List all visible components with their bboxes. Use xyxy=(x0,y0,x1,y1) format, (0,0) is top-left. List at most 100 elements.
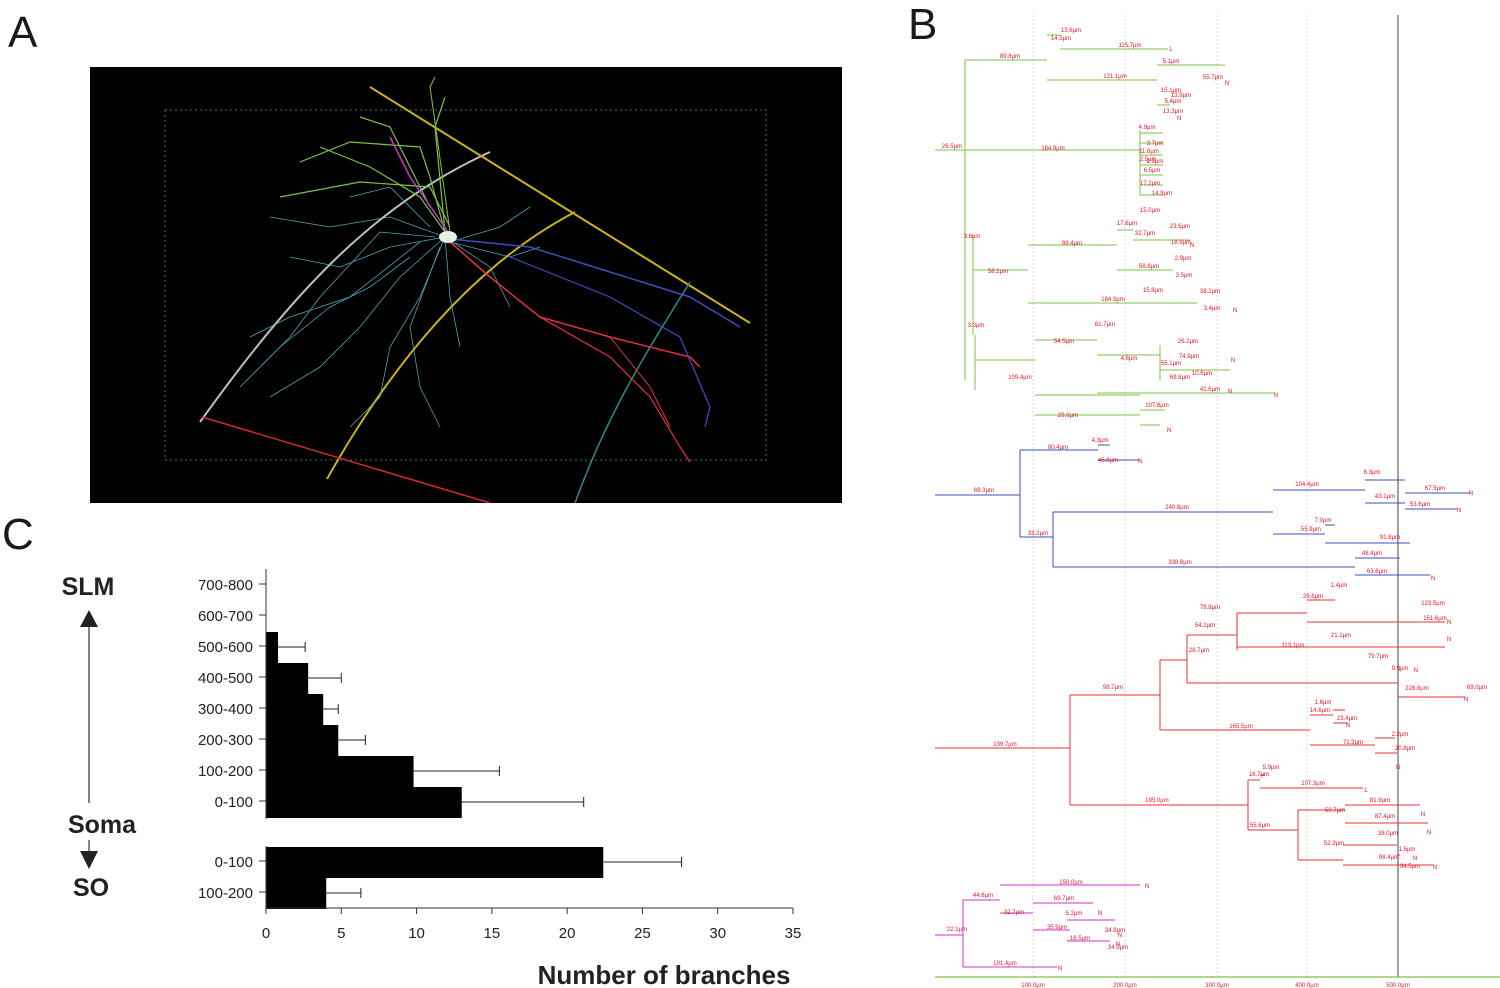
branch-length-label: 338.8µm xyxy=(1168,560,1191,566)
panel-label-b: B xyxy=(908,0,938,49)
branch-length-label: 28.7µm xyxy=(1189,648,1209,654)
branch-length-label: 38.2µm xyxy=(1200,289,1220,295)
terminal-marker: N xyxy=(1145,884,1149,890)
panel-label-c: C xyxy=(2,510,34,559)
bar xyxy=(266,725,339,756)
branch-length-label: 55.6µm xyxy=(1250,823,1270,829)
category-label: 200-300 xyxy=(198,732,253,749)
dendrogram-tick-label: 400.0µm xyxy=(1295,983,1318,988)
x-tick-label: 20 xyxy=(559,925,576,942)
branch-length-label: 109.4µm xyxy=(1008,375,1031,381)
branch-length-label: 3.8µm xyxy=(964,234,981,240)
x-tick-label: 35 xyxy=(785,925,802,942)
dendrogram-tick-label: 200.0µm xyxy=(1113,983,1136,988)
category-label: 600-700 xyxy=(198,608,253,625)
dendrogram-tick-label: 100.0µm xyxy=(1021,983,1044,988)
branch-length-label: 78.8µm xyxy=(1200,605,1220,611)
branch-length-label: 14.9µm xyxy=(1152,191,1172,197)
x-tick-label: 15 xyxy=(484,925,501,942)
branch-length-label: 113.1µm xyxy=(1281,643,1304,649)
branch-length-label: 52.3µm xyxy=(1324,841,1344,847)
bar xyxy=(266,756,414,787)
category-label: 0-100 xyxy=(215,794,253,811)
branch-length-label: 53.6µm xyxy=(1410,502,1430,508)
branch-length-label: 14.5µm xyxy=(1051,36,1071,42)
branch-length-label: 15.1µm xyxy=(1161,88,1181,94)
branch-length-label: 151.6µm xyxy=(1423,616,1446,622)
branch-length-label: 16.7µm xyxy=(1249,772,1269,778)
category-label: 700-800 xyxy=(198,577,253,594)
terminal-marker: N xyxy=(1118,933,1122,939)
panel-label-a: A xyxy=(8,8,38,57)
bar xyxy=(266,787,462,818)
terminal-marker: N xyxy=(1274,393,1278,399)
branch-length-label: 29.6µm xyxy=(1303,594,1323,600)
branch-length-label: 63.6µm xyxy=(1367,569,1387,575)
branch-length-label: 98.4µm xyxy=(1379,855,1399,861)
bar xyxy=(266,694,324,725)
terminal-marker: N xyxy=(1469,491,1473,497)
dendrogram-tick-label: 300.0µm xyxy=(1205,983,1228,988)
branch-length-label: 32.7µm xyxy=(1004,910,1024,916)
category-label: 500-600 xyxy=(198,639,253,656)
branch-length-label: 32.7µm xyxy=(1135,231,1155,237)
branch-length-label: 123.5µm xyxy=(1421,601,1444,607)
branch-length-label: 115.7µm xyxy=(1118,43,1141,49)
branch-length-label: 4.3µm xyxy=(1092,438,1109,444)
branch-length-label: 3.4µm xyxy=(1204,306,1221,312)
branch-length-label: 7.0µm xyxy=(1315,518,1332,524)
middle-layer-label: Soma xyxy=(68,811,137,839)
branch-length-label: 15.8µm xyxy=(1143,288,1163,294)
branch-length-label: 21.1µm xyxy=(1331,633,1351,639)
branch-length-label: 89.8µm xyxy=(1000,54,1020,60)
branch-length-label: 5.9µm xyxy=(1263,765,1280,771)
branch-length-label: 3.7µm xyxy=(1147,141,1164,147)
branch-length-label: 91.8µm xyxy=(1380,535,1400,541)
branch-length-label: 38.0µm xyxy=(1378,831,1398,837)
branch-length-label: 165.5µm xyxy=(1229,724,1252,730)
branch-length-label: 240.8µm xyxy=(1165,505,1188,511)
terminal-marker: N xyxy=(1058,966,1062,972)
branch-length-label: 1.6µm xyxy=(1315,700,1332,706)
branch-length-label: 104.4µm xyxy=(1295,482,1318,488)
branch-length-label: 34.5µm xyxy=(1108,945,1128,951)
branch-length-label: 17.6µm xyxy=(1117,221,1137,227)
category-label: 100-200 xyxy=(198,885,253,902)
branch-length-label: 69.7µm xyxy=(1054,896,1074,902)
branch-length-label: 13.3µm xyxy=(1163,109,1183,115)
branch-length-label: 195.0µm xyxy=(1145,798,1168,804)
branch-length-label: 34.5µm xyxy=(1400,864,1420,870)
branch-length-label: 35.9µm xyxy=(1047,925,1067,931)
branch-length-label: 58.8µm xyxy=(1139,264,1159,270)
bar xyxy=(266,847,604,878)
branch-length-label: 41.6µm xyxy=(1200,387,1220,393)
branch-length-label: 58.1µm xyxy=(988,269,1008,275)
branch-length-label: 150.0µm xyxy=(1059,880,1082,886)
branch-length-label: 23.4µm xyxy=(1337,716,1357,722)
branch-length-label: 2.9µm xyxy=(1175,256,1192,262)
terminal-marker: N xyxy=(1427,830,1431,836)
terminal-marker: N xyxy=(1225,81,1229,87)
neuron-reconstruction-image xyxy=(90,67,842,504)
terminal-marker: L xyxy=(1169,47,1173,53)
terminal-marker: N xyxy=(1228,389,1232,395)
branch-length-label: 23.6µm xyxy=(1170,224,1190,230)
terminal-marker: N xyxy=(1098,911,1102,917)
branch-length-label: 101.4µm xyxy=(993,961,1016,967)
terminal-marker: N xyxy=(1231,358,1235,364)
branch-length-label: 2.9µm xyxy=(1147,159,1164,165)
branch-length-label: 121.1µm xyxy=(1103,74,1126,80)
branch-length-label: 13.6µm xyxy=(1061,28,1081,34)
branch-length-label: 29.8µm xyxy=(1058,413,1078,419)
terminal-marker: N xyxy=(1433,865,1437,871)
branch-length-label: 54.2µm xyxy=(1195,623,1215,629)
terminal-marker: N xyxy=(1414,668,1418,674)
branch-length-label: 1.5µm xyxy=(1399,847,1416,853)
branch-length-label: 228.8µm xyxy=(1405,686,1428,692)
branch-length-label: 184.9µm xyxy=(1041,146,1064,152)
branch-length-label: 33.2µm xyxy=(1028,531,1048,537)
terminal-marker: N xyxy=(1177,116,1181,122)
bar xyxy=(266,632,279,663)
branch-length-label: 5.2µm xyxy=(1066,911,1083,917)
dendrogram: 13.6µm 14.5µm 115.7µm 89.8µm 121.1µm 5.1µm 55.… xyxy=(935,15,1500,988)
